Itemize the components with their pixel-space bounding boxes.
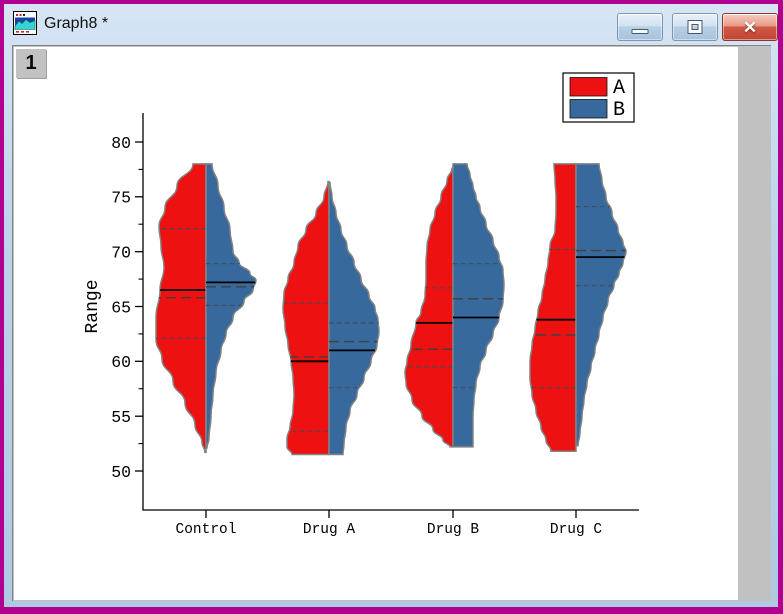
x-category-label: Drug A [303, 522, 356, 538]
y-tick-label: 80 [111, 134, 131, 153]
layer-1-badge[interactable]: 1 [16, 49, 46, 78]
y-tick-label: 60 [111, 353, 131, 372]
close-button[interactable]: ✕ [722, 13, 778, 41]
legend[interactable]: AB [562, 72, 635, 123]
x-category-label: Drug B [427, 522, 480, 538]
legend-label: B [613, 99, 625, 122]
maximize-icon [688, 21, 702, 33]
y-axis-title[interactable]: Range [83, 279, 103, 333]
violin-drug-b-b[interactable] [452, 163, 505, 448]
minimize-button[interactable] [617, 13, 663, 41]
violin-drug-c-a[interactable] [529, 163, 577, 453]
y-tick-label: 75 [111, 189, 131, 208]
x-category-label: Control [176, 522, 237, 538]
x-category-label: Drug C [550, 522, 603, 538]
violin-drug-b-a[interactable] [404, 167, 454, 448]
maximize-button[interactable] [672, 13, 718, 41]
minimize-icon [631, 29, 649, 34]
graph-page[interactable]: 50 55 60 65 70 75 80 Control Drug A Drug B Drug C R… [14, 47, 738, 600]
y-tick-label: 50 [111, 463, 131, 482]
graph-app-icon [13, 11, 37, 35]
violin-chart: 50 55 60 65 70 75 80 Control Drug A Drug B Drug C R… [83, 72, 639, 538]
y-tick-label: 65 [111, 298, 131, 317]
legend-swatch-b [569, 99, 608, 119]
violin-drug-a-b[interactable] [328, 181, 380, 456]
window-title: Graph8 * [44, 15, 109, 32]
titlebar[interactable]: Graph8 * [4, 4, 778, 46]
violin-control-a[interactable] [155, 163, 207, 454]
legend-swatch-a [569, 77, 608, 97]
violin-drug-a-a[interactable] [282, 180, 330, 456]
y-tick-label: 55 [111, 408, 131, 427]
graph-workspace: 50 55 60 65 70 75 80 Control Drug A Drug B Drug C R… [12, 45, 771, 601]
legend-label: A [613, 77, 625, 100]
y-tick-label: 70 [111, 243, 131, 262]
violin-drug-c-b[interactable] [575, 163, 627, 447]
close-icon: ✕ [742, 18, 758, 37]
axes[interactable] [142, 113, 639, 511]
